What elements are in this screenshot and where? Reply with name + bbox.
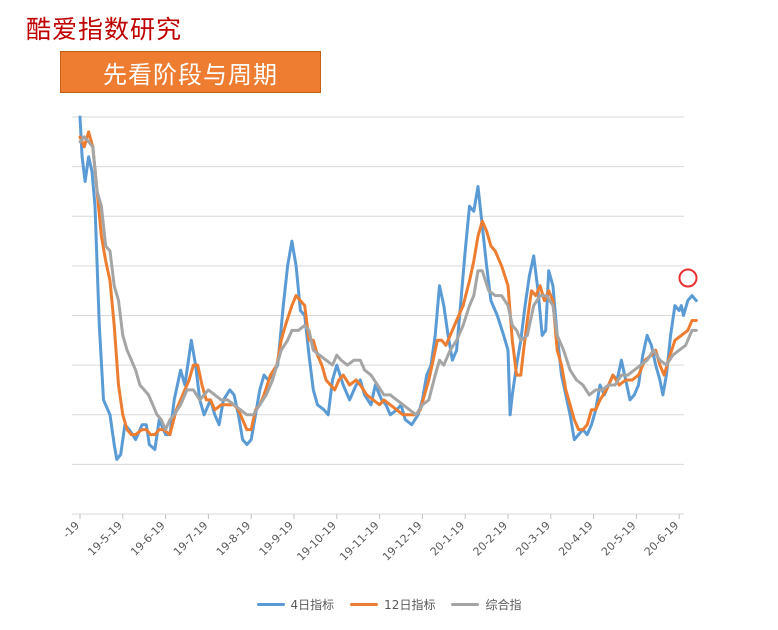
x-tick-label: 20-1-19: [428, 519, 468, 559]
legend-item-12day: 12日指标: [350, 596, 435, 613]
x-tick-label: 19-8-19: [214, 519, 254, 559]
x-tick-label: 20-3-19: [513, 519, 553, 559]
x-tick-label: -19: [60, 519, 82, 541]
x-tick-label: 19-11-19: [337, 519, 382, 564]
x-tick-label: 19-5-19: [85, 519, 125, 559]
legend-label-composite: 综合指: [485, 598, 522, 612]
legend-label-12day: 12日指标: [384, 598, 436, 612]
gridlines: [72, 116, 684, 515]
legend-item-4day: 4日指标: [256, 596, 335, 613]
series-line-0: [78, 115, 698, 461]
x-tick-label: 20-5-19: [599, 519, 639, 559]
section-tag-label: 先看阶段与周期: [103, 60, 278, 89]
legend-label-4day: 4日指标: [290, 598, 335, 612]
series-layer: [78, 115, 698, 461]
x-tick-label: 19-7-19: [171, 519, 211, 559]
series-line-2: [78, 135, 698, 432]
x-tick-label: 19-6-19: [128, 519, 168, 559]
section-tag: 先看阶段与周期: [60, 51, 321, 93]
legend: 4日指标 12日指标 综合指: [0, 596, 778, 613]
x-tick-label: 20-2-19: [471, 519, 511, 559]
x-tick-label: 19-10-19: [294, 519, 339, 564]
x-tick-label: 20-4-19: [556, 519, 596, 559]
x-tick-label: 19-9-19: [257, 519, 297, 559]
x-axis-ticks: -19 19-5-19 19-6-19 19-7-19 19-8-19 19-9-1919…: [60, 514, 681, 563]
x-tick-label: 20-6-19: [642, 519, 682, 559]
brand-title: 酷爱指数研究: [26, 15, 183, 44]
legend-item-composite: 综合指: [451, 596, 521, 613]
legend-swatch-12day: [350, 603, 379, 606]
highlight-circle-marker: [678, 268, 698, 288]
legend-swatch-composite: [451, 603, 480, 606]
legend-swatch-4day: [256, 603, 285, 606]
x-tick-label: 19-12-19: [380, 519, 425, 564]
